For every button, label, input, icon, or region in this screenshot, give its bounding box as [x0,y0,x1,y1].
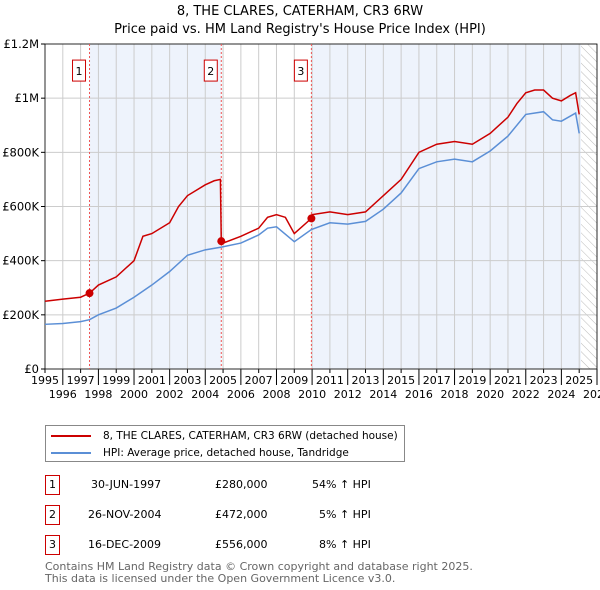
x-tick-label: 1998 [84,388,112,401]
y-tick-label: £800K [2,145,39,159]
y-tick-label: £400K [2,254,39,268]
x-tick-label: 2003 [173,374,201,387]
x-tick-label: 2021 [494,374,522,387]
sale-row: 1 30-JUN-1997 £280,000 54% ↑ HPI [45,475,445,495]
sale-label: 3 [297,65,304,78]
footer: Contains HM Land Registry data © Crown c… [45,561,473,585]
sale-price: £556,000 [215,538,268,551]
x-tick-label: 2001 [138,374,166,387]
x-tick-label: 2022 [512,388,540,401]
legend-label-hpi: HPI: Average price, detached house, Tand… [103,447,349,459]
x-tick-label: 2011 [316,374,344,387]
x-tick-label: 2016 [405,388,433,401]
x-tick-label: 2012 [334,388,362,401]
chart-title: 8, THE CLARES, CATERHAM, CR3 6RW [176,4,424,19]
x-tick-label: 2013 [352,374,380,387]
sale-number: 1 [45,475,60,495]
sale-number: 2 [45,505,60,525]
x-tick-label: 2020 [476,388,504,401]
sale-point [85,289,94,298]
legend-red-line [51,435,91,437]
x-tick-label: 2004 [191,388,219,401]
x-tick-label: 2023 [530,374,558,387]
x-tick-label: 2017 [423,374,451,387]
sale-date: 30-JUN-1997 [91,478,162,491]
x-tick-label: 2014 [369,388,397,401]
sale-hpi: 54% ↑ HPI [312,478,371,491]
sale-date: 26-NOV-2004 [88,508,162,521]
y-tick-label: £0 [24,362,39,376]
sale-label-box [72,59,87,82]
legend: 8, THE CLARES, CATERHAM, CR3 6RW (detach… [45,425,405,462]
price-chart: 1995199619971998199920002001200220032004… [2,37,600,401]
sale-date: 16-DEC-2009 [88,538,162,551]
x-tick-label: 2024 [547,388,575,401]
sale-number: 3 [45,535,60,555]
plot-frame [44,43,598,370]
y-tick-label: £200K [2,308,39,322]
x-tick-label: 1997 [67,374,95,387]
x-tick-label: 1999 [102,374,130,387]
sale-hpi: 8% ↑ HPI [319,538,371,551]
x-tick-label: 2000 [120,388,148,401]
x-tick-label: 2009 [280,374,308,387]
legend-label-property: 8, THE CLARES, CATERHAM, CR3 6RW (detach… [103,430,398,442]
x-tick-label: 2018 [441,388,469,401]
x-tick-label: 2019 [458,374,486,387]
sale-price: £280,000 [215,478,268,491]
x-tick-label: 2010 [298,388,326,401]
sale-label-box [293,59,308,82]
x-tick-label: 2025 [565,374,593,387]
x-tick-label: 2026 [583,388,600,401]
x-tick-label: 2002 [156,388,184,401]
property-price-line [44,89,580,303]
y-tick-label: £1M [14,91,39,105]
sale-point [307,214,316,223]
x-tick-label: 1995 [31,374,59,387]
chart-subtitle: Price paid vs. HM Land Registry's House … [114,22,486,37]
y-tick-label: £600K [2,200,39,214]
sale-point [217,237,226,246]
x-tick-label: 2008 [262,388,290,401]
legend-blue-line [51,452,91,454]
sale-label-box [203,59,218,82]
sale-label: 1 [76,65,83,78]
x-tick-label: 2006 [227,388,255,401]
hpi-line [44,110,580,326]
y-tick-label: £1.2M [3,37,39,51]
sale-price: £472,000 [215,508,268,521]
sale-row: 3 16-DEC-2009 £556,000 8% ↑ HPI [45,535,445,555]
x-tick-label: 2007 [245,374,273,387]
footer-line-2: This data is licensed under the Open Gov… [45,572,396,585]
footer-line-1: Contains HM Land Registry data © Crown c… [45,560,473,573]
sale-hpi: 5% ↑ HPI [319,508,371,521]
sale-label: 2 [207,65,214,78]
x-tick-label: 2015 [387,374,415,387]
x-tick-label: 2005 [209,374,237,387]
x-tick-label: 1996 [49,388,77,401]
sale-row: 2 26-NOV-2004 £472,000 5% ↑ HPI [45,505,445,525]
